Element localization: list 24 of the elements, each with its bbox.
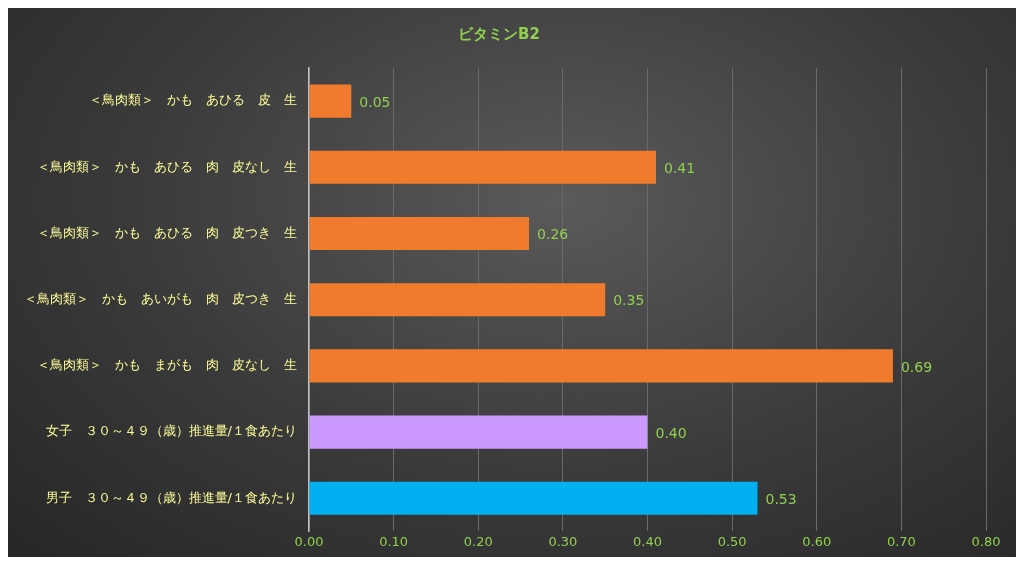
data-label: 0.69 [900,358,933,375]
y-tick-label: ＜鳥肉類＞ かも あひる 肉 皮なし 生 [37,158,297,174]
x-tick-label: 0.50 [717,533,747,549]
x-tick-label: 0.40 [633,533,662,549]
x-tick-label: 0.60 [802,533,832,549]
y-tick-label: 男子 ３０～４９（歳）推進量/１食あたり [45,489,297,505]
x-tick-label: 0.70 [886,533,916,549]
x-tick-label: 0.20 [463,533,493,549]
y-tick-label: ＜鳥肉類＞ かも あひる 肉 皮つき 生 [37,224,297,240]
x-tick-label: 0.80 [971,533,1001,549]
x-tick-label: 0.30 [548,533,578,549]
x-tick-label: 0.00 [294,533,324,549]
data-label: 0.41 [663,159,696,176]
x-tick-label: 0.10 [379,533,409,549]
data-label: 0.53 [765,490,797,507]
y-tick-label: ＜鳥肉類＞ かも あひる 皮 生 [89,92,297,108]
data-label: 0.40 [655,424,687,441]
data-label: 0.35 [613,292,645,309]
data-label: 0.05 [359,93,391,110]
y-tick-label: ＜鳥肉類＞ かも あいがも 肉 皮つき 生 [24,291,297,307]
data-label: 0.26 [537,226,569,243]
y-tick-label: ＜鳥肉類＞ かも まがも 肉 皮なし 生 [37,357,297,373]
chart-title: ビタミンB2 [458,24,540,43]
y-tick-label: 女子 ３０～４９（歳）推進量/１食あたり [45,423,297,439]
